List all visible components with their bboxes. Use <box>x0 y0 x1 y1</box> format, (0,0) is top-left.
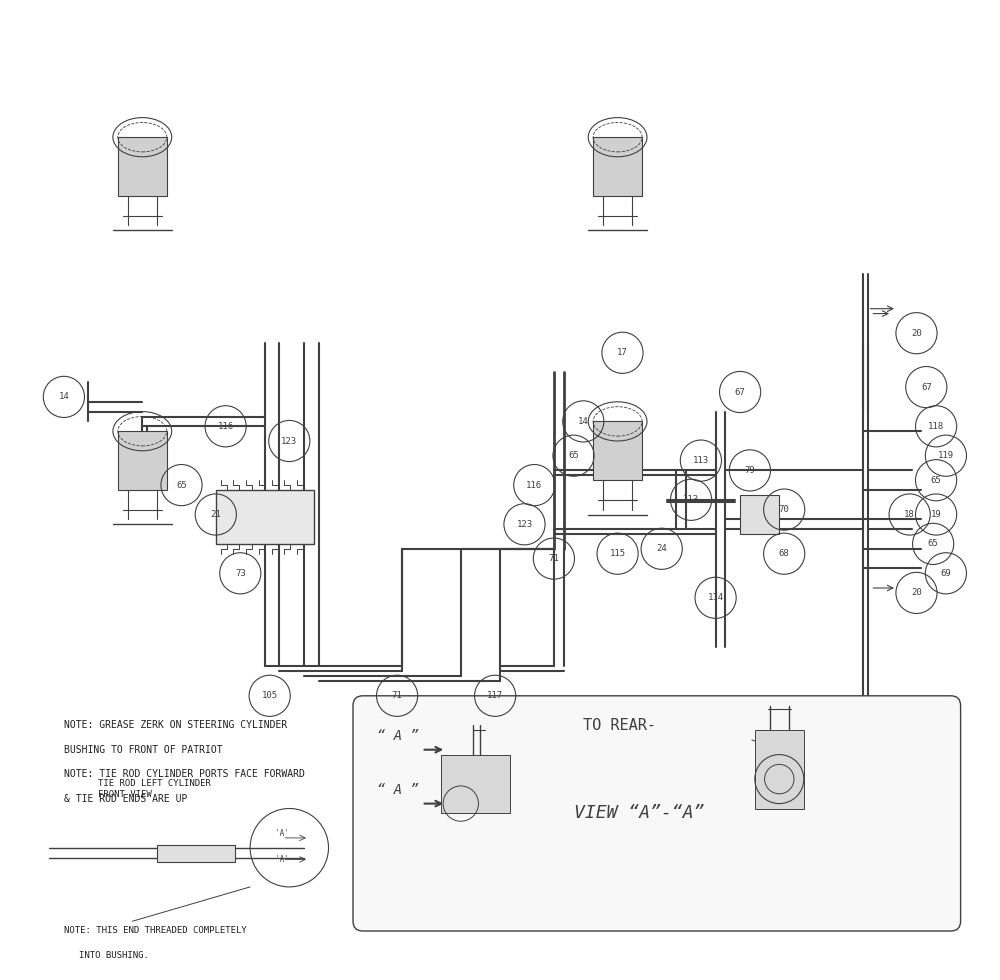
Text: 65: 65 <box>931 475 941 485</box>
Text: 'A': 'A' <box>275 829 288 838</box>
Text: 14: 14 <box>59 392 69 402</box>
FancyBboxPatch shape <box>755 730 804 808</box>
Text: 79: 79 <box>745 466 755 475</box>
Text: 114: 114 <box>708 593 724 603</box>
FancyBboxPatch shape <box>157 845 235 862</box>
Text: 19: 19 <box>931 510 941 519</box>
Text: 115: 115 <box>610 549 626 559</box>
Text: NOTE: GREASE ZERK ON STEERING CYLINDER: NOTE: GREASE ZERK ON STEERING CYLINDER <box>64 720 287 730</box>
Text: 20: 20 <box>911 328 922 338</box>
Text: 67: 67 <box>735 387 745 397</box>
Text: 123: 123 <box>516 519 533 529</box>
Text: 68: 68 <box>779 549 790 559</box>
FancyBboxPatch shape <box>353 696 961 931</box>
Text: “ A ”: “ A ” <box>377 729 419 743</box>
Text: 70: 70 <box>779 505 790 514</box>
Text: “ A ”: “ A ” <box>377 783 419 797</box>
Text: 123: 123 <box>281 436 297 446</box>
FancyBboxPatch shape <box>593 137 642 196</box>
Text: 117: 117 <box>487 691 503 701</box>
Text: 'A': 'A' <box>275 856 288 864</box>
Text: 113: 113 <box>693 456 709 466</box>
Text: 116: 116 <box>526 480 542 490</box>
Text: 20: 20 <box>911 588 922 598</box>
Text: TO REAR-: TO REAR- <box>583 718 656 733</box>
Text: 14: 14 <box>578 416 589 426</box>
Text: 69: 69 <box>941 568 951 578</box>
Text: 65: 65 <box>928 539 939 549</box>
Text: 113: 113 <box>683 495 699 505</box>
Text: 67: 67 <box>921 382 932 392</box>
FancyBboxPatch shape <box>118 137 167 196</box>
FancyBboxPatch shape <box>216 490 314 544</box>
FancyBboxPatch shape <box>740 495 779 534</box>
Text: 73: 73 <box>235 568 246 578</box>
Text: 24: 24 <box>656 544 667 554</box>
Text: & TIE ROD ENDS ARE UP: & TIE ROD ENDS ARE UP <box>64 794 187 804</box>
Text: 21: 21 <box>210 510 221 519</box>
Text: 71: 71 <box>549 554 559 563</box>
Text: 18: 18 <box>904 510 915 519</box>
FancyBboxPatch shape <box>118 431 167 490</box>
Text: 105: 105 <box>262 691 278 701</box>
Text: 118: 118 <box>928 421 944 431</box>
Text: NOTE: TIE ROD CYLINDER PORTS FACE FORWARD: NOTE: TIE ROD CYLINDER PORTS FACE FORWAR… <box>64 769 305 779</box>
Text: 65: 65 <box>568 451 579 461</box>
Text: 65: 65 <box>176 480 187 490</box>
Text: INTO BUSHING.: INTO BUSHING. <box>79 951 148 959</box>
Text: 71: 71 <box>392 691 402 701</box>
Text: 17: 17 <box>617 348 628 358</box>
Text: 119: 119 <box>938 451 954 461</box>
Text: BUSHING TO FRONT OF PATRIOT: BUSHING TO FRONT OF PATRIOT <box>64 745 223 755</box>
Text: NOTE: THIS END THREADED COMPLETELY: NOTE: THIS END THREADED COMPLETELY <box>64 926 247 935</box>
Text: VIEW “A”-“A”: VIEW “A”-“A” <box>574 805 704 822</box>
FancyBboxPatch shape <box>441 755 510 813</box>
FancyBboxPatch shape <box>593 421 642 480</box>
Text: TIE ROD LEFT CYLINDER
FRONT VIEW: TIE ROD LEFT CYLINDER FRONT VIEW <box>98 779 211 799</box>
Text: 116: 116 <box>218 421 234 431</box>
